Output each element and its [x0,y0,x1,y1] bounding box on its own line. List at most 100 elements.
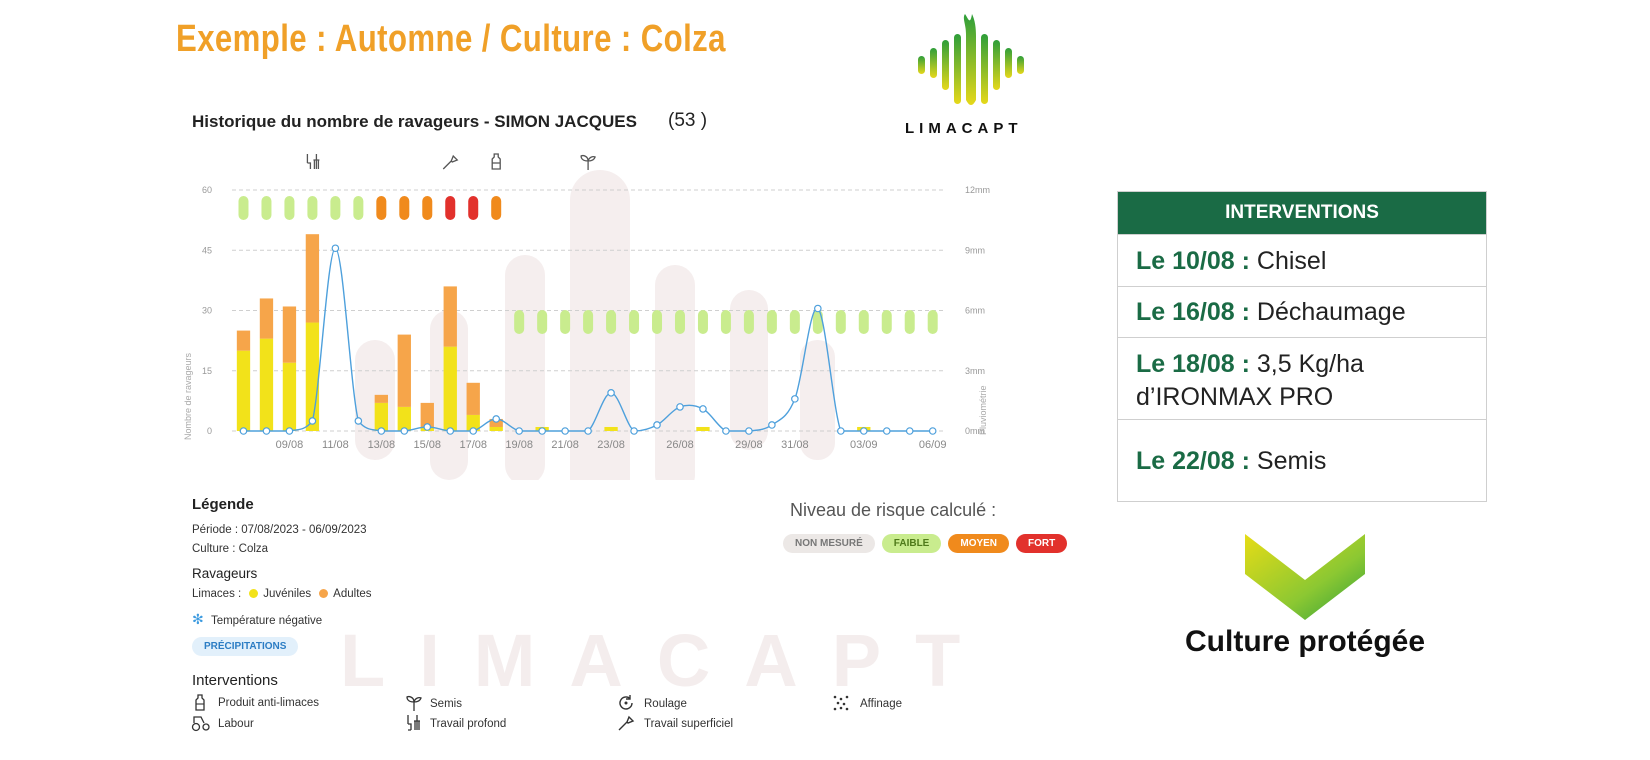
intervention-text: Déchaumage [1256,298,1406,326]
x-tick-label: 15/08 [414,439,442,451]
bar-juveniles [259,338,274,431]
bar-adultes [489,418,503,427]
intervention-date: Le 22/08 : [1136,447,1250,475]
bar-juveniles [443,346,457,431]
precipitation-point [653,421,661,429]
legend-interventions-title: Interventions [192,672,278,689]
intervention-text: 3,5 Kg/ha [1256,350,1364,378]
y-tick-label: 60 [202,185,212,195]
risk-marker-faible [789,310,800,334]
y2-axis-title: Pluviométrie [978,385,988,435]
precipitation-point [331,244,340,253]
risk-marker-fort [468,196,479,220]
precipitation-point [745,427,753,435]
risk-marker-faible [927,310,938,334]
labour-icon [191,716,210,732]
travail-profond-icon [306,154,320,169]
bar-adultes [236,330,251,351]
precipitation-point [262,427,271,435]
risk-level-badge: FAIBLE [881,534,942,553]
snail-watermark-icon [355,170,835,480]
intervention-text: Semis [1256,447,1327,475]
precipitation-point [492,415,500,423]
juvenile-dot-icon [249,589,259,598]
risk-level-badge: MOYEN [948,534,1010,553]
legend-semis: Semis [430,698,462,710]
precipitation-point [928,427,937,435]
precipitation-point [905,427,914,435]
travail-profond-icon [407,715,420,731]
legend-negative-temp: ✻ Température négative [192,611,322,628]
legend-affinage: Affinage [860,698,902,710]
risk-marker-faible [537,310,548,334]
intervention-date: Le 10/08 : [1136,247,1250,275]
risk-marker-faible [284,196,295,220]
risk-marker-moyen [399,196,410,220]
produit-anti-limaces-icon [195,694,205,711]
bar-juveniles [489,426,503,431]
risk-marker-faible [238,196,249,220]
precipitation-point [814,304,822,313]
bar-juveniles [604,426,618,431]
legend-culture: Culture : Colza [192,543,269,555]
legend-travail-superficiel: Travail superficiel [644,718,734,730]
risk-marker-fort [445,196,456,220]
precipitation-point [607,389,615,397]
precipitation-point [768,421,776,429]
risk-marker-faible [674,310,685,334]
bar-adultes [305,234,320,323]
interventions-table: INTERVENTIONS Le 10/08 : Chisel Le 16/08… [1117,191,1487,502]
bar-juveniles [397,406,411,431]
x-tick-label: 06/09 [919,439,947,451]
y-tick-label: 0 [207,426,212,436]
precipitation-point [423,423,432,431]
page-title: Exemple : Automne / Culture : Colza [176,18,726,60]
risk-marker-faible [583,310,594,334]
adults-label: Adultes [333,588,372,600]
interventions-table-header: INTERVENTIONS [1118,192,1486,234]
precipitation-point [699,405,707,413]
risk-marker-faible [697,310,708,334]
adult-dot-icon [319,589,329,598]
y2-tick-label: 12mm [965,185,990,195]
risk-marker-faible [812,310,823,334]
bar-adultes [466,382,480,415]
snail-soundwave-logo [918,14,1024,105]
precipitation-point [400,427,409,435]
risk-legend-title: Niveau de risque calculé : [790,500,997,520]
y2-tick-label: 3mm [965,366,985,376]
risk-level-badge: NON MESURÉ [783,534,875,553]
precipitation-point [722,427,730,435]
table-row: Le 16/08 : Déchaumage [1118,286,1486,337]
risk-marker-faible [307,196,318,220]
semis-icon [406,696,422,711]
roulage-icon [619,695,633,710]
y-axis-title: Nombre de ravageurs [183,352,193,440]
precipitation-point [239,427,248,435]
precipitation-badge: PRÉCIPITATIONS [192,636,299,656]
x-tick-label: 19/08 [505,439,533,451]
bar-juveniles [305,322,320,431]
precipitation-point [469,427,478,435]
bar-adultes [374,394,388,403]
x-tick-label: 26/08 [666,439,694,451]
x-tick-label: 21/08 [551,439,579,451]
x-tick-label: 09/08 [276,439,304,451]
pest-count: (53 ) [668,110,708,131]
precipitation-point [446,427,455,435]
bar-adultes [397,334,411,407]
risk-marker-moyen [376,196,387,220]
risk-legend: NON MESURÉ FAIBLE MOYEN FORT [783,533,1074,553]
y2-tick-label: 6mm [965,306,985,316]
precipitation-point [882,427,891,435]
produit-anti-limaces-icon [491,153,501,170]
bar-adultes [282,306,297,363]
precipitation-point [584,427,592,435]
risk-marker-faible [881,310,892,334]
precipitation-point [837,427,845,435]
risk-marker-faible [858,310,869,334]
legend-roulage: Roulage [644,698,687,710]
snowflake-icon: ✻ [192,611,204,627]
intervention-date: Le 18/08 : [1136,350,1250,378]
risk-marker-moyen [422,196,433,220]
